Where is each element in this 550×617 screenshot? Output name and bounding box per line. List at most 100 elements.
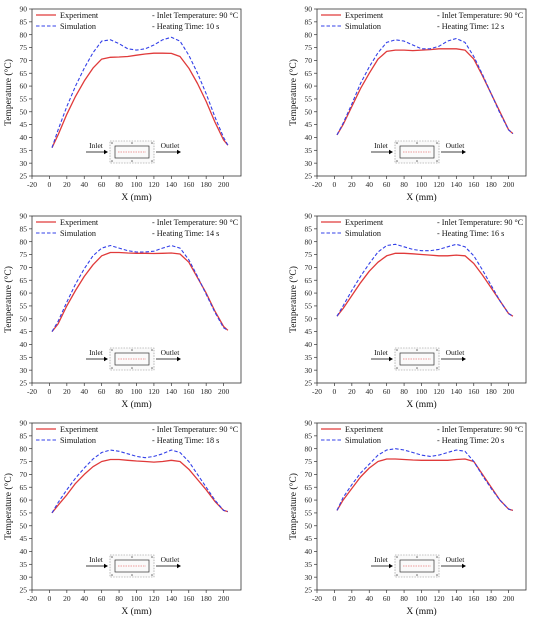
x-tick-label: 100 — [131, 387, 143, 396]
y-tick-label: 30 — [20, 366, 28, 375]
inset-bolt-dot — [151, 556, 153, 558]
inset-outlet-label: Outlet — [446, 555, 466, 564]
y-tick-label: 80 — [20, 30, 28, 39]
simulation-series-line — [336, 37, 514, 136]
x-tick-label: 140 — [451, 180, 463, 189]
experiment-series-line — [336, 48, 514, 136]
inset-bolt-dot — [111, 349, 113, 351]
y-tick-label: 65 — [305, 483, 313, 492]
y-tick-label: 75 — [20, 43, 28, 52]
legend-experiment-label: Experiment — [345, 218, 384, 227]
inset-bolt-dot — [131, 160, 133, 162]
y-tick-label: 40 — [20, 340, 28, 349]
inset-bolt-dot — [151, 367, 153, 369]
inset-inlet-arrow-head — [104, 356, 108, 362]
y-tick-label: 85 — [20, 431, 28, 440]
x-tick-label: 80 — [400, 387, 408, 396]
inset-inlet-label: Inlet — [89, 555, 104, 564]
inset-outlet-label: Outlet — [161, 141, 181, 150]
x-tick-label: 40 — [81, 387, 89, 396]
x-tick-label: 20 — [348, 594, 356, 603]
inset-inlet-label: Inlet — [89, 348, 104, 357]
inset-channel — [399, 559, 435, 573]
simulation-series-line — [336, 243, 514, 317]
legend-simulation-label: Simulation — [60, 22, 96, 31]
y-tick-label: 55 — [20, 95, 28, 104]
inset-channel — [399, 352, 435, 366]
inset-bolt-dot — [396, 556, 398, 558]
y-tick-label: 80 — [305, 237, 313, 246]
legend-experiment-label: Experiment — [60, 218, 99, 227]
x-tick-label: 180 — [201, 180, 213, 189]
y-tick-label: 25 — [305, 586, 313, 595]
inset-bolt-dot — [151, 349, 153, 351]
y-tick-label: 50 — [305, 521, 313, 530]
legend-simulation-label: Simulation — [60, 229, 96, 238]
y-tick-label: 70 — [305, 263, 313, 272]
inset-inlet-label: Inlet — [374, 555, 389, 564]
inset-channel — [114, 352, 150, 366]
inset-bolt-dot — [396, 160, 398, 162]
x-tick-label: -20 — [312, 594, 322, 603]
x-axis-title: X (mm) — [406, 606, 436, 617]
x-axis-title: X (mm) — [121, 192, 151, 203]
x-tick-label: 80 — [115, 387, 123, 396]
y-tick-label: 45 — [305, 327, 313, 336]
x-tick-label: 60 — [383, 180, 391, 189]
x-tick-label: 180 — [486, 594, 498, 603]
x-tick-label: 60 — [383, 594, 391, 603]
x-tick-label: 100 — [131, 180, 143, 189]
y-tick-label: 90 — [20, 5, 28, 14]
y-tick-label: 60 — [20, 82, 28, 91]
x-tick-label: 200 — [218, 594, 230, 603]
y-tick-label: 70 — [20, 263, 28, 272]
inset-bolt-dot — [111, 367, 113, 369]
y-tick-label: 65 — [305, 276, 313, 285]
y-tick-label: 40 — [20, 133, 28, 142]
note-inlet-temperature: - Inlet Temperature: 90 °C — [152, 425, 239, 434]
inset-inlet-arrow-head — [389, 149, 393, 155]
y-tick-label: 75 — [20, 457, 28, 466]
x-tick-label: 160 — [183, 594, 195, 603]
y-tick-label: 35 — [305, 353, 313, 362]
inset-inlet-arrow-head — [389, 356, 393, 362]
x-tick-label: -20 — [27, 180, 37, 189]
inset-bolt-dot — [151, 142, 153, 144]
y-tick-label: 90 — [305, 5, 313, 14]
x-tick-label: -20 — [27, 387, 37, 396]
x-tick-label: 120 — [433, 180, 445, 189]
chart-panel-4: -20 0 20 40 60 80 100 120 140 160 180 200 25 30 35 40 45… — [288, 212, 527, 410]
y-tick-label: 50 — [20, 107, 28, 116]
x-tick-label: 80 — [400, 180, 408, 189]
x-tick-label: 80 — [400, 594, 408, 603]
inset-bolt-dot — [131, 142, 133, 144]
inset-outlet-label: Outlet — [446, 141, 466, 150]
x-tick-label: 40 — [366, 387, 374, 396]
y-tick-label: 55 — [305, 95, 313, 104]
y-tick-label: 60 — [305, 82, 313, 91]
inset-outlet-label: Outlet — [161, 555, 181, 564]
inset-bolt-dot — [131, 574, 133, 576]
x-tick-label: 180 — [201, 594, 213, 603]
inset-outlet-label: Outlet — [446, 348, 466, 357]
y-tick-label: 30 — [305, 366, 313, 375]
note-heating-time: - Heating Time: 10 s — [152, 22, 219, 31]
x-tick-label: -20 — [27, 594, 37, 603]
inset-outlet-arrow-head — [462, 356, 466, 362]
inset-outlet-arrow-head — [462, 149, 466, 155]
y-tick-label: 25 — [305, 172, 313, 181]
x-tick-label: 80 — [115, 594, 123, 603]
x-tick-label: 160 — [183, 180, 195, 189]
y-tick-label: 65 — [20, 483, 28, 492]
x-tick-label: 160 — [468, 180, 480, 189]
legend-simulation-label: Simulation — [345, 436, 381, 445]
x-tick-label: 120 — [433, 387, 445, 396]
inset-bolt-dot — [131, 349, 133, 351]
x-tick-label: 40 — [81, 180, 89, 189]
x-tick-label: 0 — [333, 180, 337, 189]
inset-bolt-dot — [416, 556, 418, 558]
note-heating-time: - Heating Time: 14 s — [152, 229, 219, 238]
y-tick-label: 70 — [305, 470, 313, 479]
y-tick-label: 25 — [20, 379, 28, 388]
